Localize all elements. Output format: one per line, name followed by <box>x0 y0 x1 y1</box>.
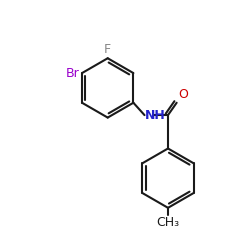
Text: NH: NH <box>144 108 165 122</box>
Text: O: O <box>179 88 188 101</box>
Text: Br: Br <box>65 66 79 80</box>
Text: F: F <box>104 43 111 56</box>
Text: CH₃: CH₃ <box>156 216 180 230</box>
